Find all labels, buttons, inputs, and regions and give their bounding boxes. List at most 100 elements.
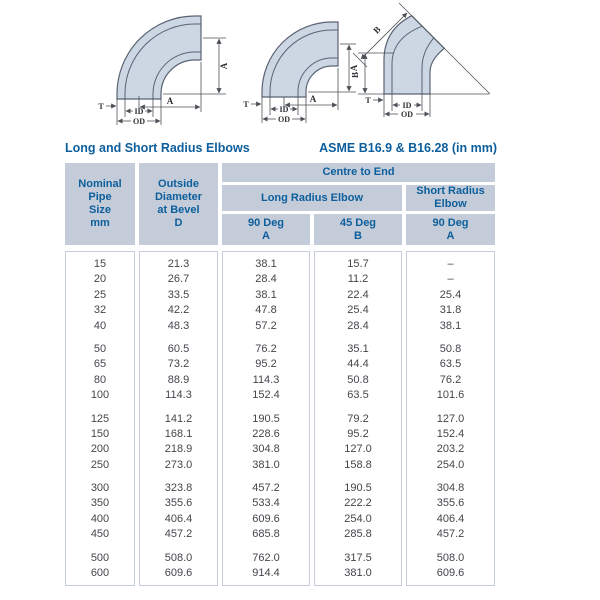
- dim-label-a-horizontal: A: [167, 96, 174, 106]
- table-row-group: 500 600: [66, 551, 134, 582]
- header-centre-to-end: Centre to End: [222, 163, 495, 182]
- header-sr-90-deg-a: 90 Deg A: [406, 214, 495, 245]
- table-cell: 32: [93, 304, 107, 317]
- elbow-45-deg-diagram: B B T ID OD: [352, 2, 491, 119]
- table-row-group: 141.2 168.1 218.9 273.0: [140, 412, 217, 474]
- short-radius-90-elbow-diagram: A A T ID OD: [243, 21, 359, 124]
- header-long-radius-elbow: Long Radius Elbow: [222, 185, 402, 211]
- table-cell: 33.5: [167, 288, 190, 301]
- pipe-outline: [261, 21, 339, 98]
- table-cell: 508.0: [436, 551, 465, 564]
- dim-label-t: T: [243, 100, 249, 109]
- long-radius-90-elbow-diagram: A A T ID OD: [98, 15, 229, 126]
- table-cell: 114.3: [165, 389, 192, 402]
- table-row-group: 508.0 609.6: [407, 551, 494, 582]
- table-cell: 63.5: [439, 358, 462, 371]
- table-cell: 355.6: [164, 497, 193, 510]
- table-cell: 38.1: [439, 319, 462, 332]
- table-cell: 11.2: [347, 273, 369, 286]
- table-cell: 26.7: [167, 273, 190, 286]
- table-cell: 15.7: [347, 258, 369, 270]
- table-row-group: 50.8 63.5 76.2 101.6: [407, 342, 494, 404]
- table-cell: 57.2: [255, 319, 277, 332]
- header-outside-diameter: Outside Diameter at Bevel D: [139, 163, 218, 245]
- table-cell: 20: [93, 273, 107, 286]
- table-cell: 47.8: [255, 304, 277, 317]
- dimension-lines: [106, 37, 226, 125]
- table-cell: 218.9: [164, 443, 193, 456]
- table-cell: 100: [90, 389, 110, 402]
- table-row-group: 76.2 95.2 114.3 152.4: [223, 342, 309, 404]
- table-cell: 158.8: [344, 458, 372, 471]
- dimension-lines: [251, 43, 356, 123]
- table-cell: 22.4: [347, 288, 369, 301]
- table-cell: 127.0: [344, 443, 372, 456]
- table-cell: 65: [93, 358, 107, 371]
- header-90-deg-a: 90 Deg A: [222, 214, 310, 245]
- dim-label-od: OD: [401, 110, 413, 119]
- table-cell: 42.2: [167, 304, 190, 317]
- table-cell: 76.2: [255, 342, 277, 355]
- table-cell: 406.4: [164, 512, 193, 525]
- table-row-group: 190.5 228.6 304.8 381.0: [223, 412, 309, 474]
- table-cell: 685.8: [252, 528, 280, 541]
- table-cell: 400: [90, 512, 110, 525]
- dim-label-id: ID: [403, 101, 412, 110]
- table-row-group: 21.3 26.7 33.5 42.2 48.3: [140, 257, 217, 334]
- table-data: 15 20 25 32 40 50 65 80 100 125 150 200 250 300 350 400…: [65, 251, 497, 587]
- dimension-lines: [352, 2, 491, 117]
- table-cell: 152.4: [436, 427, 465, 440]
- dim-label-a-vertical: A: [349, 64, 359, 71]
- table-row-group: 190.5 222.2 254.0 285.8: [315, 481, 401, 543]
- table-header: Nominal Pipe Size mm Outside Diameter at…: [65, 163, 497, 245]
- table-cell: 190.5: [252, 412, 280, 425]
- table-cell: 254.0: [344, 512, 372, 525]
- dim-label-od: OD: [278, 115, 290, 124]
- table-row-group: 127.0 152.4 203.2 254.0: [407, 412, 494, 474]
- table-cell: 533.4: [252, 497, 280, 510]
- table-col-lr-45-b: 15.7 11.2 22.4 25.4 28.4 35.1 44.4 50.8 63.5 79.2…: [314, 251, 402, 587]
- dim-label-b-vertical: B: [352, 72, 360, 78]
- table-cell: 25.4: [347, 304, 369, 317]
- table-cell: 609.6: [164, 567, 193, 580]
- table-cell: 762.0: [252, 551, 280, 564]
- table-cell: 304.8: [436, 482, 465, 495]
- table-row-group: 762.0 914.4: [223, 551, 309, 582]
- table-cell: 44.4: [347, 358, 369, 371]
- table-cell: 95.2: [255, 358, 277, 371]
- standard-reference: ASME B16.9 & B16.28 (in mm): [319, 141, 497, 155]
- table-cell: 50.8: [347, 373, 369, 386]
- header-45-deg-b: 45 Deg B: [314, 214, 402, 245]
- dim-label-b-diagonal: B: [371, 24, 382, 35]
- table-cell: 168.1: [164, 427, 193, 440]
- header-short-radius-elbow: Short Radius Elbow: [406, 185, 495, 211]
- dim-label-t: T: [98, 102, 104, 111]
- table-cell: 304.8: [252, 443, 280, 456]
- table-cell: 150: [90, 427, 110, 440]
- table-row-group: 60.5 73.2 88.9 114.3: [140, 342, 217, 404]
- table-cell: 250: [90, 458, 110, 471]
- table-cell: 88.9: [167, 373, 190, 386]
- table-cell: 125: [90, 412, 110, 425]
- dim-label-t: T: [365, 96, 371, 105]
- table-cell: 450: [90, 528, 110, 541]
- table-row-group: 38.1 28.4 38.1 47.8 57.2: [223, 257, 309, 334]
- table-cell: 101.6: [436, 389, 465, 402]
- table-cell: 152.4: [252, 389, 280, 402]
- table-cell: 203.2: [436, 443, 465, 456]
- table-cell: 31.8: [439, 304, 462, 317]
- table-cell: 406.4: [436, 512, 465, 525]
- table-row-group: 300 350 400 450: [66, 481, 134, 543]
- table-cell: 355.6: [436, 497, 465, 510]
- dim-label-a-vertical: A: [219, 62, 229, 69]
- table-cell: 273.0: [164, 458, 193, 471]
- table-cell: 76.2: [439, 373, 462, 386]
- table-cell: 28.4: [347, 319, 369, 332]
- table-cell: 114.3: [252, 373, 280, 386]
- table-cell: 200: [90, 443, 110, 456]
- table-cell: 609.6: [252, 512, 280, 525]
- table-cell: 141.2: [164, 412, 193, 425]
- table-cell: 127.0: [436, 412, 465, 425]
- table-cell: 254.0: [436, 458, 465, 471]
